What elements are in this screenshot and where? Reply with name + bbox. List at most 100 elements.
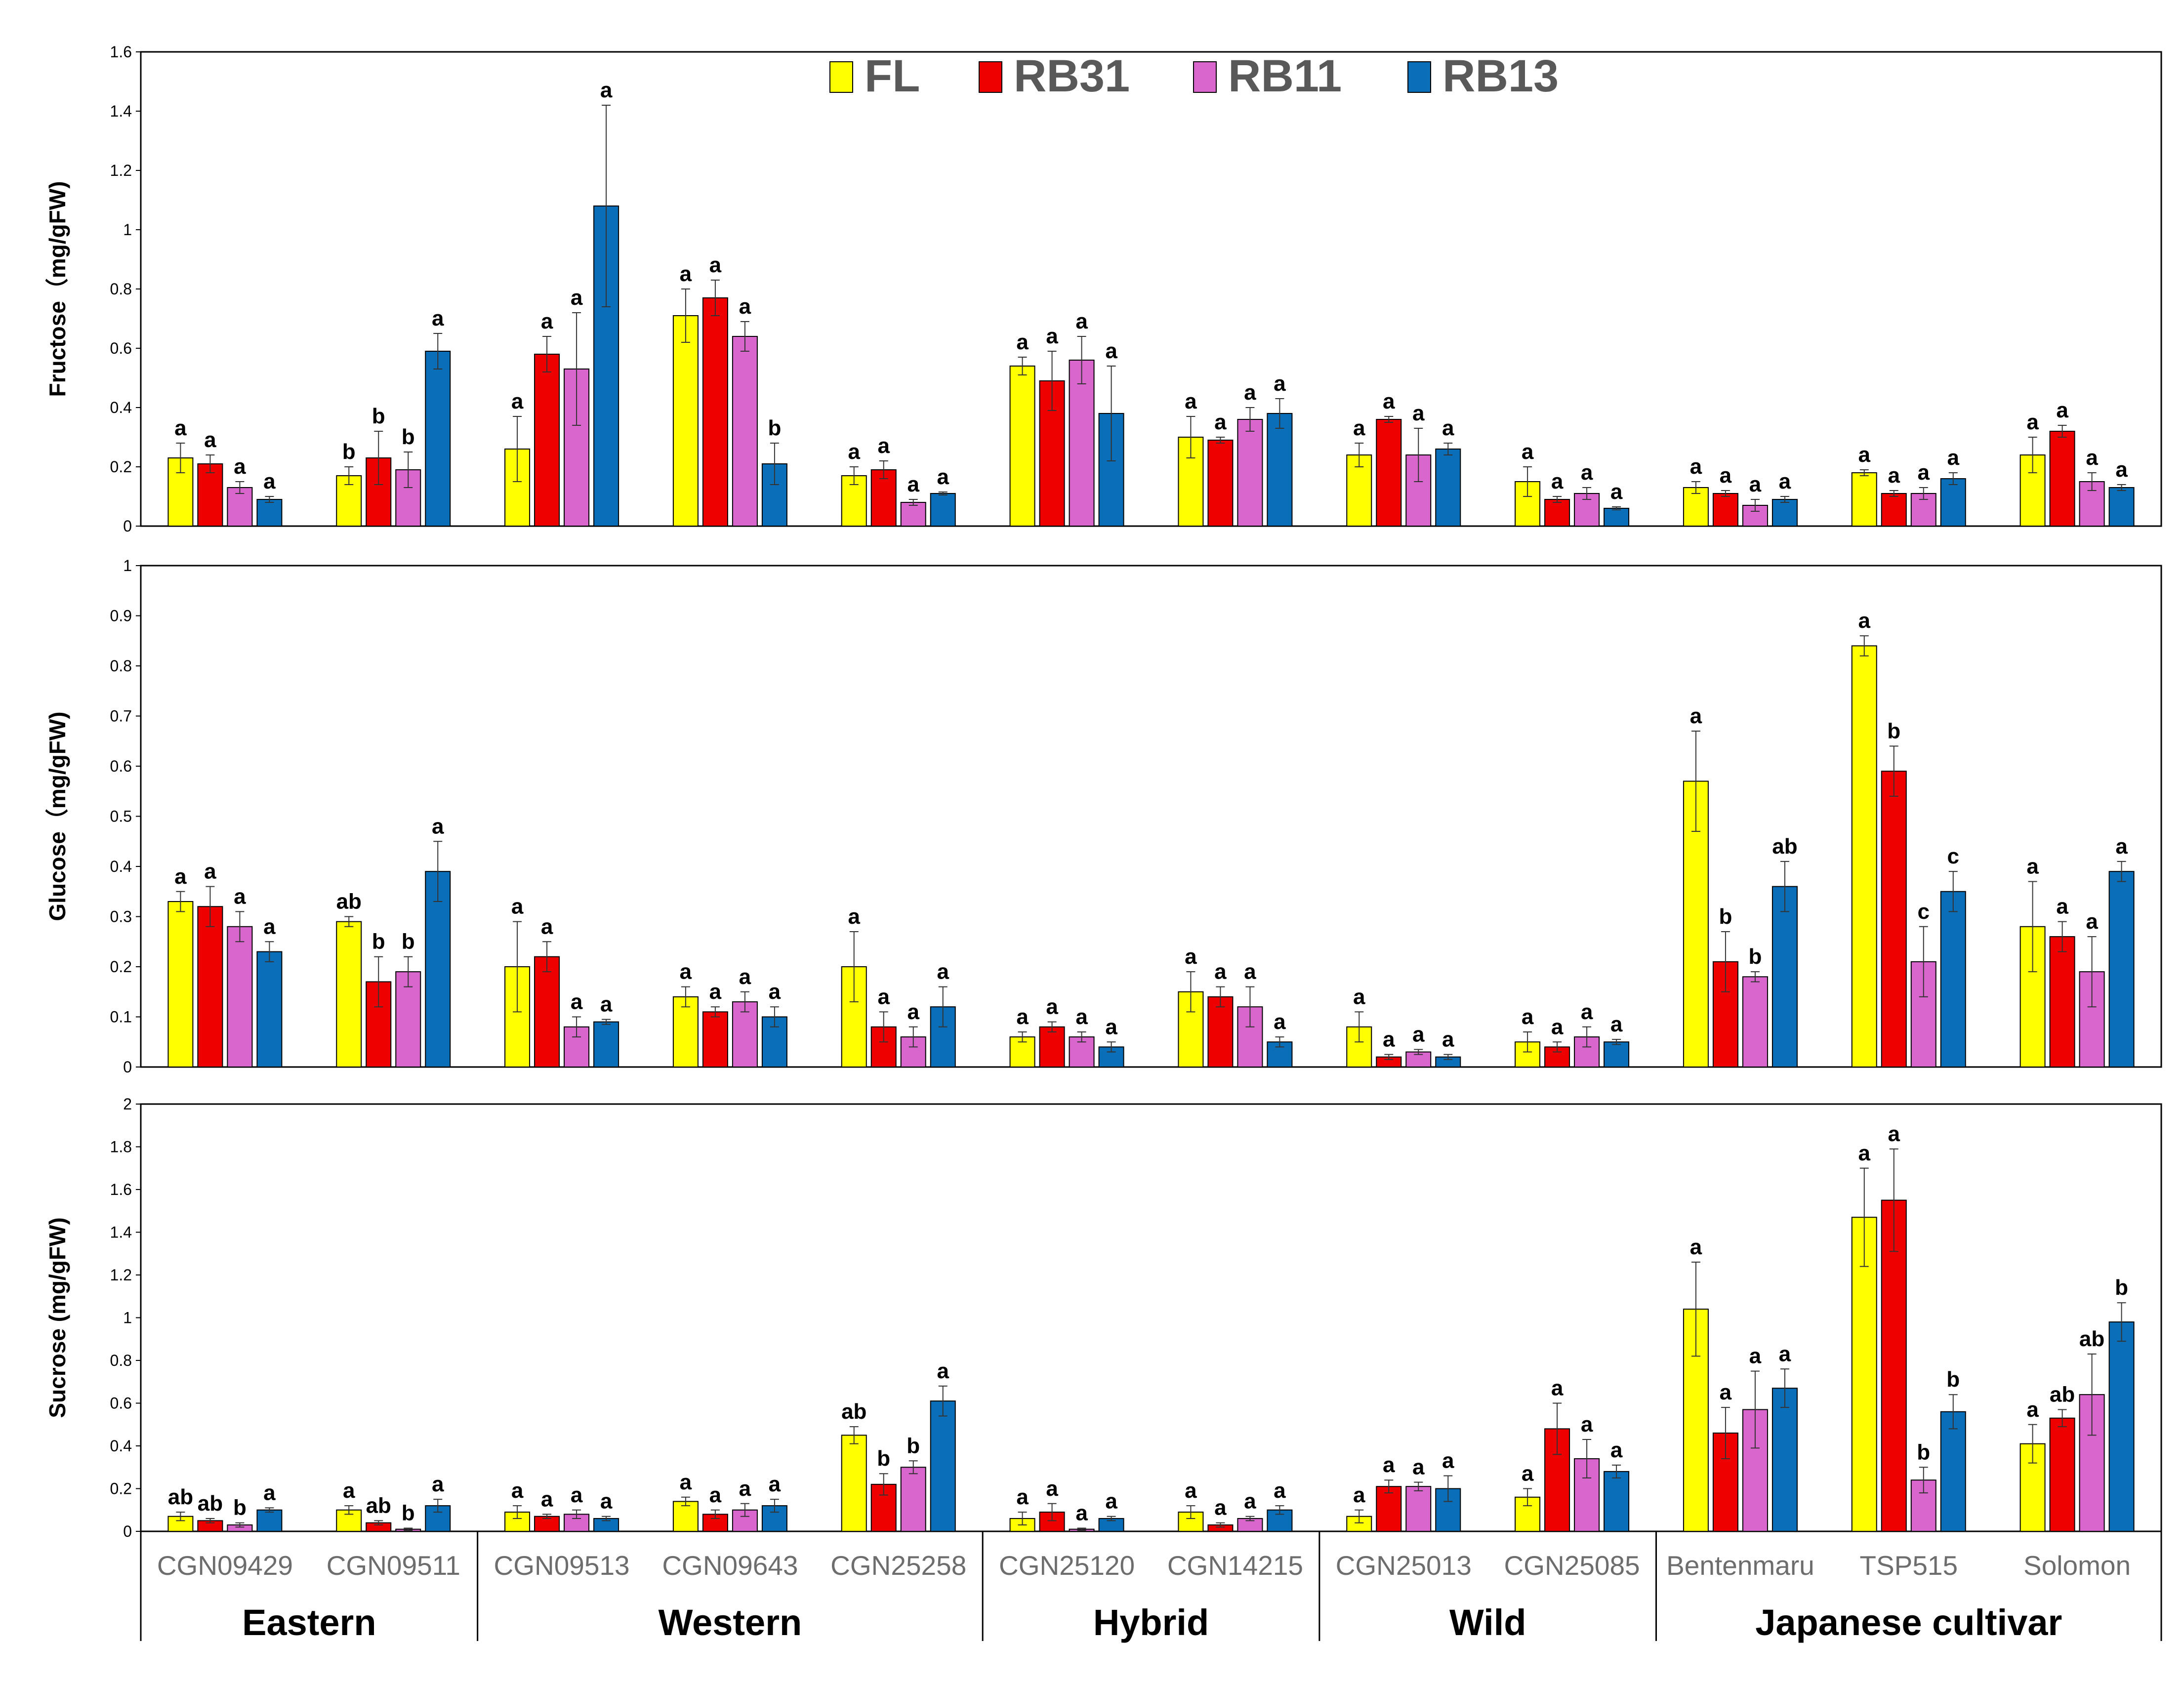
significance-letter: a: [1947, 446, 1960, 470]
y-tick-label: 1.2: [110, 162, 132, 179]
significance-letter: ab: [2079, 1327, 2104, 1351]
bar-rb31: [2049, 936, 2075, 1067]
significance-letter: a: [1581, 1412, 1593, 1437]
bar-fl: [336, 921, 362, 1068]
significance-letter: a: [1214, 1496, 1227, 1520]
legend-label-fl: FL: [865, 51, 920, 101]
bar-rb13: [1604, 1471, 1630, 1532]
bar-rb13: [256, 1509, 283, 1532]
significance-letter: a: [1185, 389, 1197, 413]
significance-letter: a: [432, 306, 444, 330]
y-tick-label: 0.2: [110, 1480, 132, 1498]
significance-letter: b: [342, 440, 356, 464]
significance-letter: a: [2115, 834, 2128, 859]
y-tick-label: 0.4: [110, 399, 132, 416]
y-axis-title: Sucrose (mg/gFW): [44, 1217, 70, 1418]
bar-rb13: [2108, 871, 2135, 1068]
significance-letter: ab: [366, 1493, 391, 1518]
bar-rb11: [900, 1036, 926, 1068]
significance-letter: a: [204, 428, 216, 452]
significance-letter: a: [1105, 1015, 1117, 1039]
bar-rb31: [1881, 771, 1907, 1067]
significance-letter: a: [1522, 440, 1534, 464]
y-axis-title: Glucose（mg/gFW): [44, 711, 70, 921]
category-label: CGN25085: [1504, 1550, 1640, 1581]
significance-letter: a: [1383, 1453, 1395, 1477]
legend-swatch-rb11: [1193, 61, 1217, 93]
significance-letter: b: [768, 416, 781, 440]
bar-rb13: [2108, 487, 2135, 527]
y-tick-label: 0: [123, 1522, 132, 1540]
significance-letter: a: [769, 1472, 781, 1496]
significance-letter: a: [1551, 1015, 1564, 1039]
y-tick-label: 0.7: [110, 707, 132, 725]
significance-letter: a: [878, 434, 890, 458]
y-tick-label: 0.8: [110, 280, 132, 298]
significance-letter: a: [739, 1477, 751, 1501]
y-tick-label: 0.9: [110, 607, 132, 625]
significance-letter: a: [2056, 398, 2068, 422]
significance-letter: a: [174, 864, 187, 889]
significance-letter: a: [2026, 1397, 2039, 1422]
bar-fl: [1851, 645, 1877, 1067]
category-label: Bentenmaru: [1666, 1550, 1814, 1581]
significance-letter: a: [1046, 324, 1058, 348]
panel-1: 0 0.2 0.4 0.6 0.8 1 1.2 1.4 1.6 Fructose（mg/gFW) a…: [44, 43, 2162, 535]
bar-rb31: [366, 457, 392, 527]
significance-letter: a: [1749, 472, 1762, 496]
bar-rb13: [256, 951, 283, 1068]
significance-letter: a: [1551, 469, 1564, 493]
bar-rb11: [1742, 976, 1768, 1068]
bar-fl: [1851, 1217, 1877, 1532]
bar-rb31: [534, 354, 560, 527]
significance-letter: a: [907, 1000, 920, 1024]
significance-letter: a: [1075, 309, 1088, 333]
significance-letter: a: [234, 454, 246, 479]
significance-letter: a: [1214, 410, 1227, 434]
significance-letter: a: [1412, 401, 1425, 425]
significance-letter: a: [1383, 1027, 1395, 1052]
bar-fl: [672, 315, 699, 527]
bar-rb13: [1604, 1041, 1630, 1067]
bar-rb31: [1376, 1486, 1402, 1532]
significance-letter: a: [1046, 1477, 1058, 1501]
bar-rb11: [227, 926, 253, 1068]
significance-letter: a: [937, 465, 949, 489]
significance-letter: a: [1016, 1005, 1029, 1029]
bar-rb11: [1069, 360, 1095, 527]
significance-letter: a: [2086, 446, 2098, 470]
significance-letter: b: [1748, 944, 1762, 969]
significance-letter: a: [1214, 960, 1227, 984]
y-tick-label: 1.6: [110, 1181, 132, 1198]
category-label: CGN09511: [327, 1550, 460, 1581]
bar-fl: [672, 996, 699, 1068]
category-label: CGN14215: [1167, 1550, 1303, 1581]
category-label: CGN09513: [494, 1550, 629, 1581]
y-tick-label: 0.2: [110, 958, 132, 976]
y-tick-label: 0.4: [110, 858, 132, 875]
significance-letter: a: [1274, 371, 1286, 396]
significance-letter: a: [541, 1487, 553, 1511]
group-label: Eastern: [242, 1602, 376, 1643]
significance-letter: a: [769, 980, 781, 1004]
significance-letter: a: [1353, 985, 1365, 1009]
significance-letter: a: [2086, 909, 2098, 934]
significance-letter: a: [1105, 339, 1117, 363]
significance-letter: a: [541, 309, 553, 333]
significance-letter: b: [1719, 904, 1732, 929]
bar-rb13: [1604, 508, 1630, 527]
bar-rb11: [732, 336, 758, 527]
bar-rb13: [425, 351, 451, 527]
bar-rb11: [732, 1509, 758, 1532]
bar-fl: [672, 1501, 699, 1532]
y-tick-label: 0.1: [110, 1008, 132, 1026]
significance-letter: a: [1185, 1478, 1197, 1503]
significance-letter: a: [2026, 854, 2039, 878]
y-tick-label: 0.6: [110, 1395, 132, 1412]
bar-rb31: [1376, 419, 1402, 527]
bar-rb31: [1881, 493, 1907, 527]
panel-2: 0 0.1 0.2 0.3 0.4 0.5 0.6 0.7 0.8 0.9 1 Glucose（mg/…: [44, 557, 2162, 1076]
y-tick-label: 1.6: [110, 43, 132, 61]
bar-rb13: [1267, 413, 1293, 527]
